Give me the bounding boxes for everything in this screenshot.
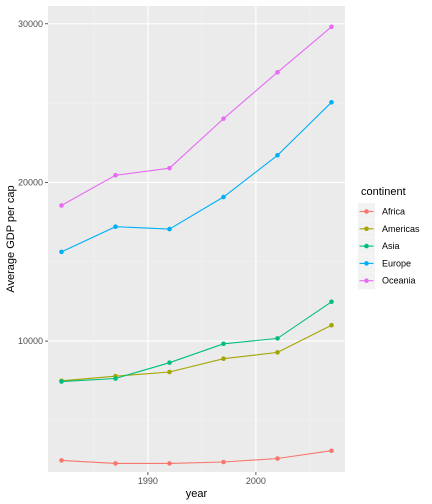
data-point-europe [329,100,334,105]
legend-title: continent [361,186,406,198]
legend: Africa Americas Asia Europe Oceania [358,203,420,290]
x-tick-label: 1990 [138,476,158,486]
data-point-americas [167,369,172,375]
data-point-asia [113,376,118,381]
legend-label-americas: Americas [382,224,420,234]
data-point-asia [329,299,334,305]
series-line-oceania [61,26,332,206]
legend-point-americas [364,226,369,232]
data-point-oceania [59,203,64,208]
y-tick-label: 10000 [18,336,43,346]
data-point-europe [275,153,280,158]
legend-point-oceania [364,278,369,284]
x-axis: 1990 2000 [138,472,266,486]
data-point-asia [59,379,64,384]
data-point-asia [167,360,172,365]
data-point-africa [329,448,334,454]
data-point-asia [275,336,280,341]
y-tick-label: 30000 [18,19,43,29]
legend-label-africa: Africa [382,207,405,217]
legend-point-europe [364,261,369,266]
x-tick-label: 2000 [246,476,266,486]
legend-label-asia: Asia [382,241,400,251]
data-point-americas [329,322,334,328]
data-point-oceania [275,70,280,75]
series-layer [59,24,334,466]
data-point-americas [275,350,280,355]
y-axis: 10000 20000 30000 [18,19,48,346]
legend-label-europe: Europe [382,258,411,268]
series-line-asia [61,301,332,383]
data-point-africa [275,456,280,461]
data-point-oceania [167,165,172,171]
data-point-oceania [329,24,334,30]
data-point-europe [59,249,64,255]
legend-point-africa [364,209,369,214]
y-tick-label: 20000 [18,177,43,187]
x-axis-title: year [186,488,208,500]
data-point-africa [113,461,118,466]
data-point-europe [221,194,226,200]
legend-point-asia [364,243,369,249]
data-point-africa [167,461,172,466]
data-point-europe [113,224,118,230]
data-point-africa [59,458,64,463]
series-line-africa [61,450,332,464]
grid-lines [48,6,345,472]
data-point-africa [221,459,226,465]
data-point-oceania [113,172,118,178]
data-point-asia [221,341,226,347]
data-point-oceania [221,116,226,121]
y-axis-title: Average GDP per cap [5,185,17,292]
series-line-americas [61,324,332,382]
legend-label-oceania: Oceania [382,276,416,286]
plot-panel [48,6,345,472]
data-point-americas [221,356,226,362]
series-line-europe [61,101,332,253]
data-point-europe [167,226,172,232]
